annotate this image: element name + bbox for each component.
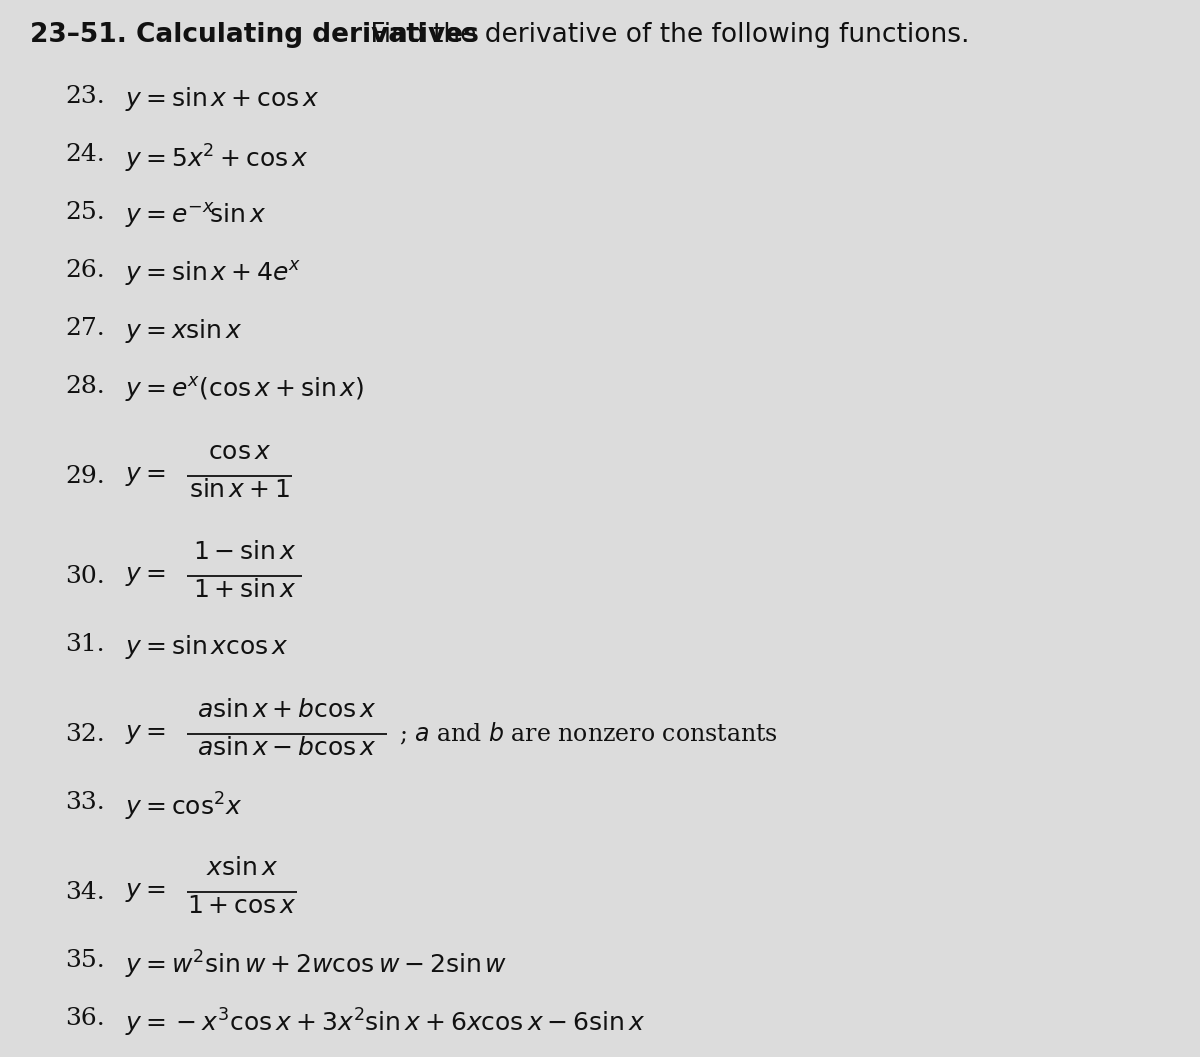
Text: 33.: 33. — [65, 791, 104, 814]
Text: $y = x\sin x$: $y = x\sin x$ — [125, 317, 242, 345]
Text: $y = \sin x + \cos x$: $y = \sin x + \cos x$ — [125, 85, 319, 113]
Text: $1 - \sin x$: $1 - \sin x$ — [193, 541, 296, 564]
Text: $y = \sin x\cos x$: $y = \sin x\cos x$ — [125, 633, 289, 661]
Text: $y =$: $y =$ — [125, 880, 166, 904]
Text: $y = w^2\sin w + 2w\cos w - 2\sin w$: $y = w^2\sin w + 2w\cos w - 2\sin w$ — [125, 949, 508, 981]
Text: $1 + \cos x$: $1 + \cos x$ — [187, 895, 296, 919]
Text: 26.: 26. — [65, 259, 104, 282]
Text: $y =$: $y =$ — [125, 564, 166, 588]
Text: $y = \sin x + 4e^{x}$: $y = \sin x + 4e^{x}$ — [125, 259, 301, 288]
Text: $1 + \sin x$: $1 + \sin x$ — [193, 579, 296, 602]
Text: $a\sin x - b\cos x$: $a\sin x - b\cos x$ — [197, 737, 377, 760]
Text: $y = \cos^2\!x$: $y = \cos^2\!x$ — [125, 791, 242, 823]
Text: 23.: 23. — [65, 85, 104, 108]
Text: ; $a$ and $b$ are nonzero constants: ; $a$ and $b$ are nonzero constants — [398, 721, 778, 747]
Text: $\sin x + 1$: $\sin x + 1$ — [190, 479, 290, 502]
Text: $y = 5x^2 + \cos x$: $y = 5x^2 + \cos x$ — [125, 143, 308, 175]
Text: 28.: 28. — [65, 375, 104, 398]
Text: 35.: 35. — [65, 949, 104, 972]
Text: 30.: 30. — [65, 564, 104, 588]
Text: $x\sin x$: $x\sin x$ — [206, 857, 278, 880]
Text: 25.: 25. — [65, 201, 104, 224]
Text: $y = e^{x}(\cos x + \sin x)$: $y = e^{x}(\cos x + \sin x)$ — [125, 375, 365, 404]
Text: $a\sin x + b\cos x$: $a\sin x + b\cos x$ — [197, 699, 377, 722]
Text: 23–51. Calculating derivatives: 23–51. Calculating derivatives — [30, 22, 479, 48]
Text: 24.: 24. — [65, 143, 104, 166]
Text: 36.: 36. — [65, 1007, 104, 1030]
Text: $y =$: $y =$ — [125, 723, 166, 745]
Text: $y =$: $y =$ — [125, 465, 166, 487]
Text: Find the derivative of the following functions.: Find the derivative of the following fun… — [362, 22, 970, 48]
Text: $y = e^{-x}\!\sin x$: $y = e^{-x}\!\sin x$ — [125, 201, 266, 230]
Text: 29.: 29. — [65, 465, 104, 487]
Text: 32.: 32. — [65, 723, 104, 745]
Text: $\cos x$: $\cos x$ — [208, 441, 271, 464]
Text: 34.: 34. — [65, 880, 104, 904]
Text: $y = -x^3\cos x + 3x^2\sin x + 6x\cos x - 6\sin x$: $y = -x^3\cos x + 3x^2\sin x + 6x\cos x … — [125, 1007, 646, 1039]
Text: 31.: 31. — [65, 633, 104, 656]
Text: 27.: 27. — [65, 317, 104, 340]
